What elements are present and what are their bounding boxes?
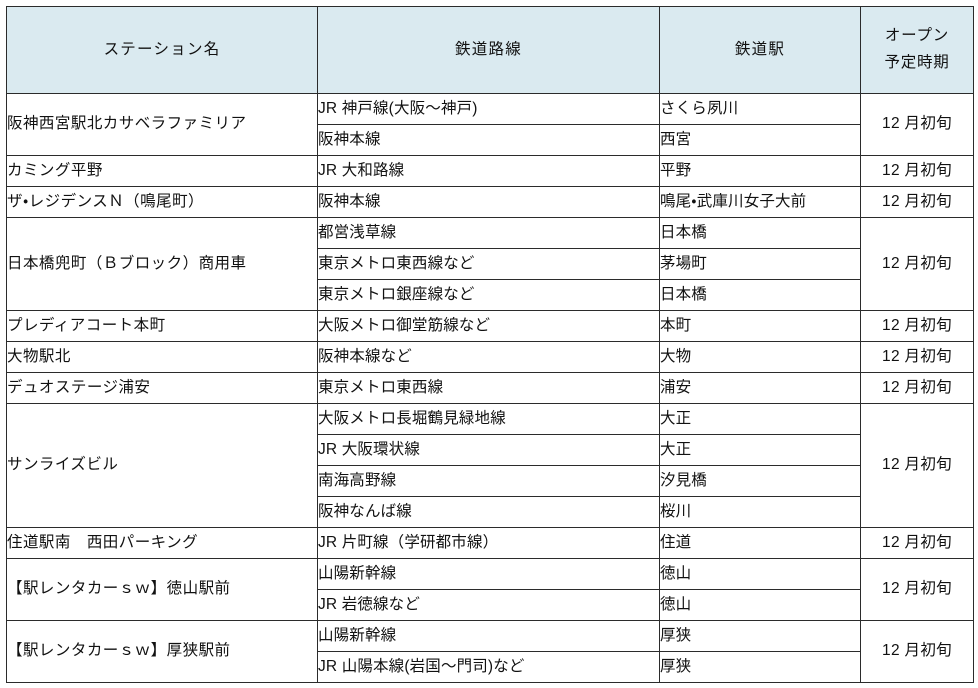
cell-station-name: 日本橋兜町（Ｂブロック）商用車: [6, 217, 318, 311]
table-row: 阪神西宮駅北カサベラファミリア JR 神戸線(大阪〜神戸) さくら夙川 12 月初旬: [6, 93, 974, 156]
cell-railway-line: 阪神本線: [317, 124, 660, 156]
cell-railway-line: JR 片町線（学研都市線）: [317, 527, 660, 559]
cell-open-schedule: 12 月初旬: [860, 558, 974, 621]
cell-open-schedule: 12 月初旬: [860, 620, 974, 683]
table-row: 日本橋兜町（Ｂブロック）商用車 都営浅草線 日本橋 12 月初旬: [6, 217, 974, 311]
cell-railway-station: 徳山: [659, 589, 861, 621]
column-header-open-line2: 予定時期: [884, 54, 950, 71]
cell-railway-line: JR 山陽本線(岩国〜門司)など: [317, 651, 660, 683]
table-row: JR 山陽本線(岩国〜門司)など 厚狭: [7, 651, 974, 683]
cell-station-name: 【駅レンタカーｓｗ】厚狭駅前: [6, 620, 318, 683]
table-body: 阪神西宮駅北カサベラファミリア JR 神戸線(大阪〜神戸) さくら夙川 12 月初旬阪…: [6, 93, 974, 683]
cell-station-name: 住道駅南 西田パーキング: [6, 527, 318, 559]
cell-railway-line: 都営浅草線: [317, 217, 660, 249]
cell-railway-station: 日本橋: [659, 217, 861, 249]
cell-railway-line: 阪神本線: [317, 186, 660, 218]
table-row: 東京メトロ銀座線など 日本橋: [7, 279, 974, 311]
table-row: カミング平野 JR 大和路線 平野 12 月初旬: [6, 155, 974, 187]
cell-railway-line: JR 大阪環状線: [317, 434, 660, 466]
cell-railway-station: 住道: [659, 527, 861, 559]
table-row: プレディアコート本町 大阪メトロ御堂筋線など 本町 12 月初旬: [6, 310, 974, 342]
table-row: サンライズビル 大阪メトロ長堀鶴見緑地線 大正 12 月初旬: [6, 403, 974, 528]
cell-railway-line: 南海高野線: [317, 465, 660, 497]
cell-railway-station: さくら夙川: [659, 93, 861, 125]
cell-railway-station: 徳山: [659, 558, 861, 590]
cell-railway-station: 鳴尾・武庫川女子大前: [659, 186, 861, 218]
cell-open-schedule: 12 月初旬: [860, 217, 974, 311]
cell-railway-line: 大阪メトロ御堂筋線など: [317, 310, 660, 342]
table-row: JR 岩徳線など 徳山: [7, 589, 974, 621]
cell-station-name: 【駅レンタカーｓｗ】徳山駅前: [6, 558, 318, 621]
cell-open-schedule: 12 月初旬: [860, 341, 974, 373]
cell-railway-station: 厚狭: [659, 620, 861, 652]
cell-railway-station: 大正: [659, 403, 861, 435]
cell-railway-station: 厚狭: [659, 651, 861, 683]
cell-railway-station: 平野: [659, 155, 861, 187]
cell-railway-line: 阪神なんば線: [317, 496, 660, 528]
station-table-container: ステーション名 鉄道路線 鉄道駅 オープン 予定時期 阪神西宮駅北カサベラファミ…: [6, 6, 974, 683]
cell-open-schedule: 12 月初旬: [860, 155, 974, 187]
column-header-railway-station: 鉄道駅: [659, 6, 861, 94]
table-row: デュオステージ浦安 東京メトロ東西線 浦安 12 月初旬: [6, 372, 974, 404]
cell-railway-station: 大物: [659, 341, 861, 373]
cell-railway-line: 阪神本線など: [317, 341, 660, 373]
cell-railway-station: 茅場町: [659, 248, 861, 280]
table-row: 【駅レンタカーｓｗ】徳山駅前 山陽新幹線 徳山 12 月初旬: [6, 558, 974, 621]
cell-railway-line: JR 岩徳線など: [317, 589, 660, 621]
cell-railway-station: 浦安: [659, 372, 861, 404]
cell-railway-station: 本町: [659, 310, 861, 342]
cell-railway-line: JR 神戸線(大阪〜神戸): [317, 93, 660, 125]
cell-open-schedule: 12 月初旬: [860, 527, 974, 559]
table-row: 南海高野線 汐見橋: [7, 465, 974, 497]
header-row: ステーション名 鉄道路線 鉄道駅 オープン 予定時期: [6, 6, 974, 94]
column-header-open-line1: オープン: [884, 27, 950, 45]
column-header-station-name: ステーション名: [6, 6, 318, 94]
table-row: 【駅レンタカーｓｗ】厚狭駅前 山陽新幹線 厚狭 12 月初旬: [6, 620, 974, 683]
table-row: 阪神本線 西宮: [7, 124, 974, 156]
cell-railway-station: 桜川: [659, 496, 861, 528]
cell-railway-line: 大阪メトロ長堀鶴見緑地線: [317, 403, 660, 435]
cell-railway-line: JR 大和路線: [317, 155, 660, 187]
cell-railway-line: 東京メトロ東西線など: [317, 248, 660, 280]
column-header-open-schedule: オープン 予定時期: [860, 6, 974, 94]
cell-station-name: サンライズビル: [6, 403, 318, 528]
cell-open-schedule: 12 月初旬: [860, 403, 974, 528]
cell-railway-line: 山陽新幹線: [317, 620, 660, 652]
cell-railway-station: 日本橋: [659, 279, 861, 311]
table-row: ザ・レジデンスＮ（鳴尾町） 阪神本線 鳴尾・武庫川女子大前 12 月初旬: [6, 186, 974, 218]
cell-station-name: プレディアコート本町: [6, 310, 318, 342]
table-row: 阪神なんば線 桜川: [7, 496, 974, 528]
table-row: 大物駅北 阪神本線など 大物 12 月初旬: [6, 341, 974, 373]
cell-open-schedule: 12 月初旬: [860, 186, 974, 218]
cell-railway-station: 汐見橋: [659, 465, 861, 497]
table-row: JR 大阪環状線 大正: [7, 434, 974, 466]
cell-station-name: ザ・レジデンスＮ（鳴尾町）: [6, 186, 318, 218]
cell-open-schedule: 12 月初旬: [860, 372, 974, 404]
cell-station-name: 大物駅北: [6, 341, 318, 373]
table-header: ステーション名 鉄道路線 鉄道駅 オープン 予定時期: [6, 6, 974, 94]
station-table: ステーション名 鉄道路線 鉄道駅 オープン 予定時期 阪神西宮駅北カサベラファミ…: [6, 6, 974, 683]
table-row: 住道駅南 西田パーキング JR 片町線（学研都市線） 住道 12 月初旬: [6, 527, 974, 559]
table-row: 東京メトロ東西線など 茅場町: [7, 248, 974, 280]
cell-station-name: 阪神西宮駅北カサベラファミリア: [6, 93, 318, 156]
column-header-railway-line: 鉄道路線: [317, 6, 660, 94]
cell-railway-line: 山陽新幹線: [317, 558, 660, 590]
cell-open-schedule: 12 月初旬: [860, 93, 974, 156]
cell-railway-line: 東京メトロ銀座線など: [317, 279, 660, 311]
cell-railway-station: 西宮: [659, 124, 861, 156]
cell-open-schedule: 12 月初旬: [860, 310, 974, 342]
cell-railway-station: 大正: [659, 434, 861, 466]
cell-station-name: カミング平野: [6, 155, 318, 187]
cell-railway-line: 東京メトロ東西線: [317, 372, 660, 404]
cell-station-name: デュオステージ浦安: [6, 372, 318, 404]
